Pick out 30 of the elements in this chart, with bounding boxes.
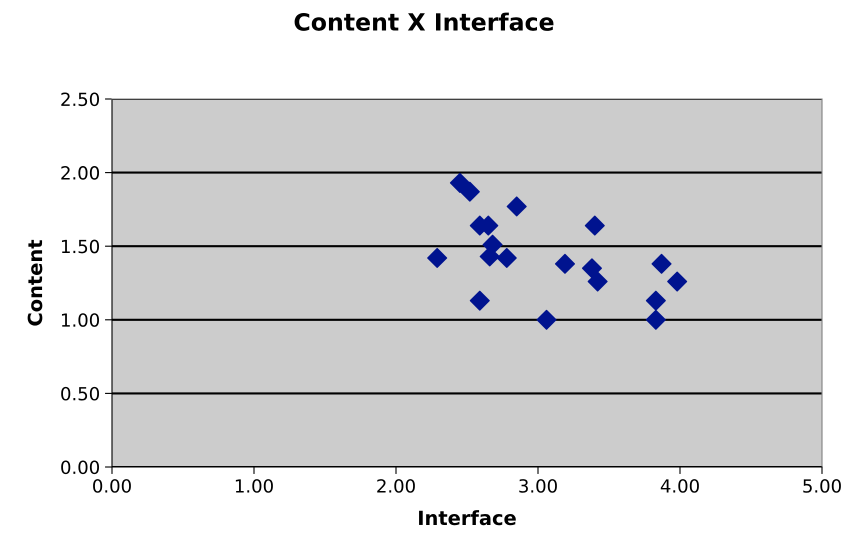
y-tick-label: 0.50 (61, 386, 99, 401)
y-tick-label: 1.00 (62, 313, 99, 327)
x-tick-label: 5.00 (803, 479, 841, 493)
point (460, 182, 480, 202)
point (536, 310, 557, 330)
y-tick-label: 2.00 (61, 166, 99, 180)
point (496, 248, 517, 268)
x-axis-title: Interface (419, 510, 516, 526)
point (652, 254, 672, 274)
y-tick-label: 1.50 (62, 240, 99, 254)
point (554, 254, 575, 274)
x-tick-label: 2.00 (377, 479, 415, 493)
x-tick-label: 3.00 (519, 479, 557, 493)
point (506, 196, 527, 216)
chart-title: Content X Interface (294, 12, 554, 31)
y-tick-label: 2.50 (61, 92, 99, 106)
point (646, 310, 666, 330)
point (584, 216, 605, 236)
point (646, 290, 666, 311)
point (582, 258, 602, 278)
x-tick-label: 1.00 (236, 479, 273, 493)
point (427, 248, 448, 268)
point (588, 272, 608, 292)
point (450, 172, 470, 193)
point (667, 272, 688, 292)
point (470, 290, 490, 311)
y-tick-label: 0.00 (61, 460, 99, 474)
x-tick-label: 0.00 (93, 479, 131, 493)
y-axis-title: Content (28, 240, 42, 326)
x-tick-label: 4.00 (660, 479, 699, 493)
